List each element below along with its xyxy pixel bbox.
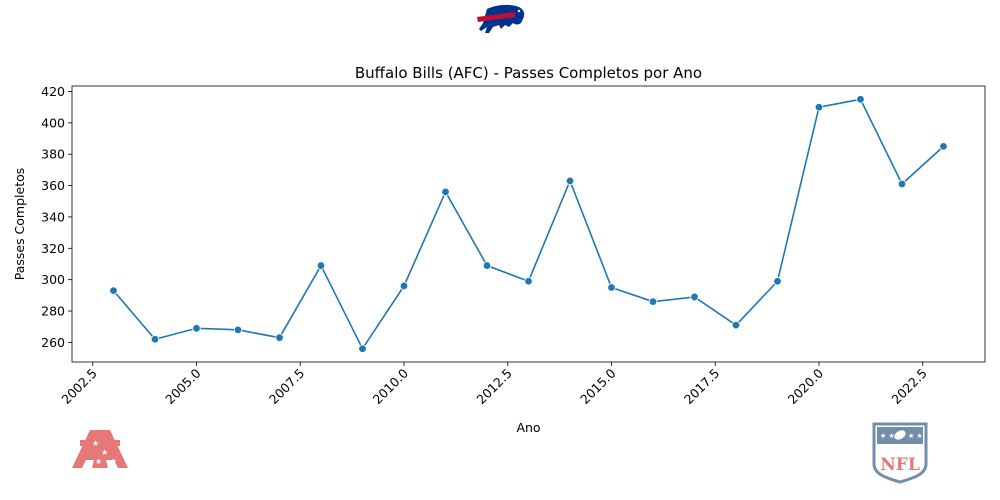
data-point: [316, 261, 326, 270]
chart-title: Buffalo Bills (AFC) - Passes Completos p…: [355, 64, 702, 82]
x-tick-label: 2015.0: [577, 365, 619, 407]
svg-text:★: ★: [92, 439, 99, 448]
data-point: [773, 277, 782, 286]
data-point: [731, 320, 741, 330]
y-tick-label: 260: [41, 335, 65, 350]
y-tick-label: 280: [41, 304, 65, 319]
data-point: [275, 333, 284, 342]
data-point: [358, 344, 367, 353]
x-tick-label: 2022.5: [888, 366, 930, 408]
svg-text:★ ★: ★ ★: [880, 432, 895, 440]
data-point: [939, 142, 948, 151]
data-point: [441, 187, 450, 197]
data-point: [109, 286, 118, 295]
data-point: [690, 292, 699, 302]
svg-text:★ ★: ★ ★: [908, 432, 923, 440]
svg-text:★: ★: [95, 457, 102, 466]
data-point: [814, 102, 824, 112]
data-point: [897, 179, 907, 189]
y-tick-label: 300: [41, 272, 65, 287]
y-tick-label: 320: [41, 241, 65, 256]
x-tick-label: 2005.0: [162, 365, 204, 407]
y-tick-label: 360: [41, 178, 65, 193]
data-point: [607, 283, 616, 292]
x-tick-label: 2007.5: [266, 366, 308, 408]
x-tick-label: 2010.0: [370, 365, 412, 407]
y-tick-label: 380: [41, 147, 65, 162]
y-tick-label: 420: [41, 84, 65, 99]
svg-text:★: ★: [110, 457, 117, 466]
series-line: [112, 98, 945, 351]
x-axis-label: Ano: [516, 420, 540, 435]
y-axis-label: Passes Completos: [12, 168, 27, 281]
x-tick-label: 2017.5: [681, 366, 723, 408]
x-tick-label: 2002.5: [58, 366, 100, 408]
nfl-logo: ★ ★ ★ ★ NFL: [872, 422, 928, 484]
x-axis: 2002.5 2005.0 2007.5 2010.0 2012.5 2015.0 2017…: [58, 362, 930, 407]
plot-area: [71, 85, 986, 363]
data-point: [482, 261, 492, 270]
series-layer: [109, 95, 948, 353]
data-point: [524, 277, 533, 286]
afc-logo: ★ ★ ★ ★: [72, 430, 128, 468]
data-point: [648, 297, 658, 306]
x-tick-label: 2020.0: [785, 365, 827, 407]
data-point: [192, 324, 201, 333]
x-tick-label: 2012.5: [473, 366, 515, 408]
bills-logo: [477, 4, 525, 33]
data-point: [565, 176, 575, 186]
y-axis: 260 280 300 320 340 360 380 400 420: [41, 84, 72, 350]
data-point: [399, 281, 409, 291]
svg-text:★: ★: [101, 448, 108, 457]
data-point: [150, 335, 160, 344]
data-point: [856, 95, 865, 104]
y-tick-label: 340: [41, 209, 65, 224]
svg-text:NFL: NFL: [880, 455, 920, 475]
y-tick-label: 400: [41, 115, 65, 130]
data-point: [233, 325, 243, 335]
